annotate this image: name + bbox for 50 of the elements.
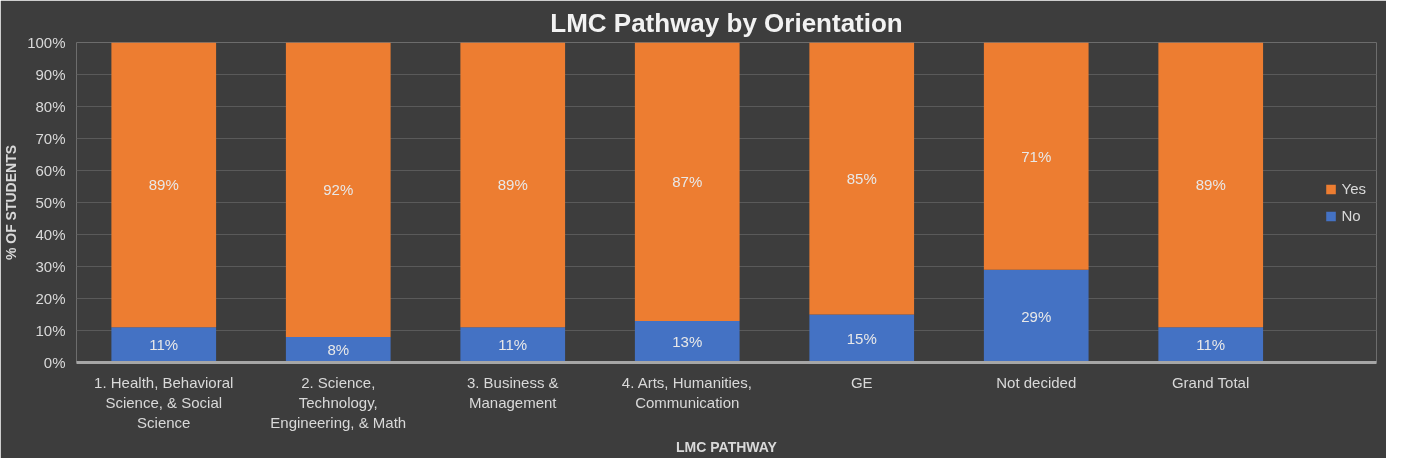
bar (111, 42, 217, 328)
y-tick-label: 100% (27, 34, 66, 51)
data-label: 11% (149, 336, 179, 354)
bar (634, 42, 740, 321)
x-tick-label: Not decided (996, 373, 1077, 391)
x-tick-label: 1. Health, Behavioral Science, & Social Science (94, 373, 234, 432)
legend-label: Yes (1341, 180, 1366, 197)
data-label: 8% (327, 341, 350, 359)
data-label: 85% (846, 170, 877, 187)
legend-label: No (1341, 207, 1362, 224)
bar (983, 42, 1089, 270)
bar (809, 42, 915, 315)
y-axis-title: % OF STUDENTS (3, 144, 20, 261)
data-label: 89% (148, 176, 179, 194)
x-tick-label: 4. Arts, Humanities, Communication (621, 373, 752, 411)
x-axis-title: LMC PATHWAY (676, 439, 778, 456)
bar (460, 327, 566, 363)
x-tick-label: GE (850, 373, 873, 391)
y-tick-label: 80% (35, 98, 66, 115)
y-tick-label: 0% (43, 354, 66, 371)
bar (1158, 42, 1264, 328)
bar (460, 42, 566, 328)
bar (111, 327, 217, 363)
data-label: 11% (1196, 336, 1226, 354)
data-label: 15% (846, 330, 877, 347)
data-label: 13% (672, 333, 703, 351)
y-tick-label: 90% (35, 66, 66, 83)
y-tick-label: 20% (35, 290, 66, 307)
y-tick-label: 40% (35, 226, 66, 243)
x-tick-label: 3. Business & Management (466, 373, 559, 411)
data-label: 71% (1021, 147, 1052, 165)
y-tick-label: 70% (35, 130, 66, 147)
data-label: 29% (1021, 307, 1052, 325)
bar (1158, 327, 1264, 363)
x-tick-label: 2. Science, Technology, Engineering, & Math (270, 373, 407, 432)
data-label: 89% (497, 176, 528, 194)
bar (634, 320, 740, 363)
y-tick-label: 50% (35, 194, 66, 211)
data-label: 92% (323, 181, 354, 199)
x-tick-label: Grand Total (1171, 373, 1250, 391)
data-label: 11% (498, 336, 528, 354)
bar (809, 314, 915, 363)
data-label: 89% (1195, 176, 1226, 194)
y-tick-label: 30% (35, 258, 66, 275)
data-label: 87% (672, 173, 703, 191)
bar (983, 269, 1089, 363)
y-tick-label: 10% (35, 322, 66, 339)
y-tick-label: 60% (35, 162, 66, 179)
chart-title: LMC Pathway by Orientation (550, 7, 903, 38)
bar (285, 42, 391, 337)
